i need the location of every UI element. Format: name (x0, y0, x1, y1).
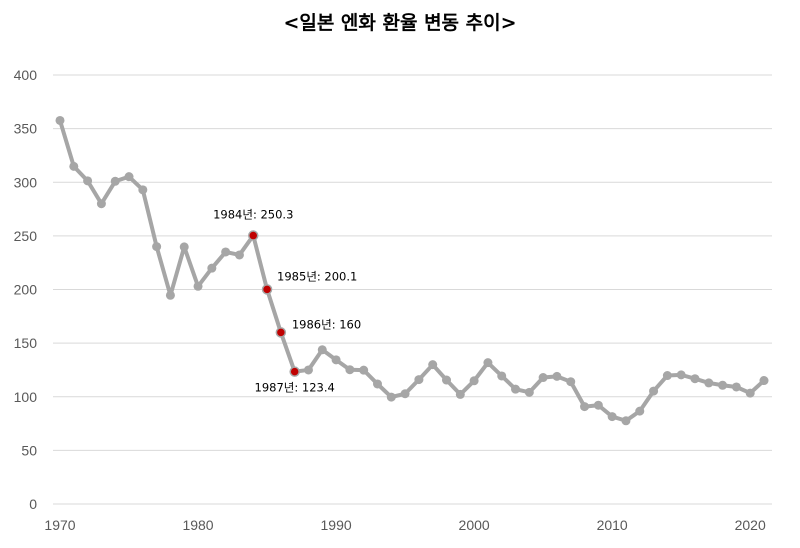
data-point (359, 365, 369, 375)
series-path (58, 118, 766, 423)
x-tick-label: 1970 (44, 517, 75, 533)
data-point (662, 371, 672, 381)
data-point (455, 389, 465, 399)
x-tick-label: 1980 (182, 517, 213, 533)
data-point (552, 371, 562, 381)
data-point (345, 365, 355, 375)
data-point (566, 377, 576, 387)
data-point (524, 387, 534, 397)
data-point (152, 242, 162, 252)
data-point (234, 250, 244, 260)
data-point (193, 281, 203, 291)
data-point (110, 176, 120, 186)
data-point (635, 406, 645, 416)
data-point (690, 374, 700, 384)
data-point (372, 379, 382, 389)
data-point (745, 388, 755, 398)
x-tick-label: 2020 (735, 517, 766, 533)
x-tick-label: 2010 (597, 517, 628, 533)
data-point (386, 392, 396, 402)
data-point (538, 373, 548, 383)
data-point (621, 416, 631, 426)
data-point (317, 345, 327, 355)
annotations: 1984년: 250.3 1985년: 200.1 1986년: 160 1987년:… (213, 208, 361, 395)
y-tick-label: 250 (14, 228, 38, 244)
data-points (55, 115, 769, 426)
data-point (221, 247, 231, 257)
data-point (331, 355, 341, 365)
data-point (165, 290, 175, 300)
highlight-point (261, 284, 273, 295)
data-point (83, 176, 93, 186)
data-point (179, 242, 189, 252)
y-tick-label: 50 (21, 442, 37, 458)
data-point (428, 360, 438, 370)
data-point (593, 400, 603, 410)
highlight-point (275, 327, 287, 338)
data-point (414, 375, 424, 385)
data-point (607, 412, 617, 422)
y-tick-label: 400 (14, 67, 38, 83)
data-label: 1987년: 123.4 (255, 381, 335, 395)
y-tick-label: 100 (14, 389, 38, 405)
data-point (96, 199, 106, 209)
data-point (124, 172, 134, 182)
data-point (442, 375, 452, 385)
data-point (138, 185, 148, 195)
data-point (704, 378, 714, 388)
data-label: 1986년: 160 (292, 317, 361, 331)
y-tick-label: 300 (14, 174, 38, 190)
data-point (718, 380, 728, 390)
data-point (759, 376, 769, 386)
data-point (676, 370, 686, 380)
data-point (207, 263, 217, 273)
data-point (497, 371, 507, 381)
data-point (69, 161, 79, 171)
series-line (58, 118, 766, 423)
y-tick-label: 200 (14, 282, 38, 298)
y-tick-label: 0 (29, 496, 37, 512)
x-tick-label: 1990 (321, 517, 352, 533)
x-tick-label: 2000 (459, 517, 490, 533)
data-label: 1984년: 250.3 (213, 208, 293, 222)
x-axis-ticks: 1970 1980 1990 2000 2010 2020 (44, 517, 766, 533)
highlight-point (289, 366, 300, 377)
data-point (55, 115, 65, 125)
data-point (511, 384, 521, 394)
data-point (649, 386, 659, 396)
data-label: 1985년: 200.1 (277, 269, 357, 283)
grid-lines (53, 74, 772, 505)
data-point (303, 365, 313, 375)
y-axis-ticks: 0 50 100 150 200 250 300 350 400 (14, 67, 38, 512)
data-point (400, 389, 410, 399)
chart-title: <일본 엔화 환율 변동 추이> (283, 12, 517, 34)
y-tick-label: 150 (14, 335, 38, 351)
highlight-point (248, 230, 259, 241)
data-point (731, 382, 741, 392)
data-point (469, 376, 479, 386)
data-point (483, 358, 493, 368)
data-point (580, 402, 590, 412)
y-tick-label: 350 (14, 121, 38, 137)
